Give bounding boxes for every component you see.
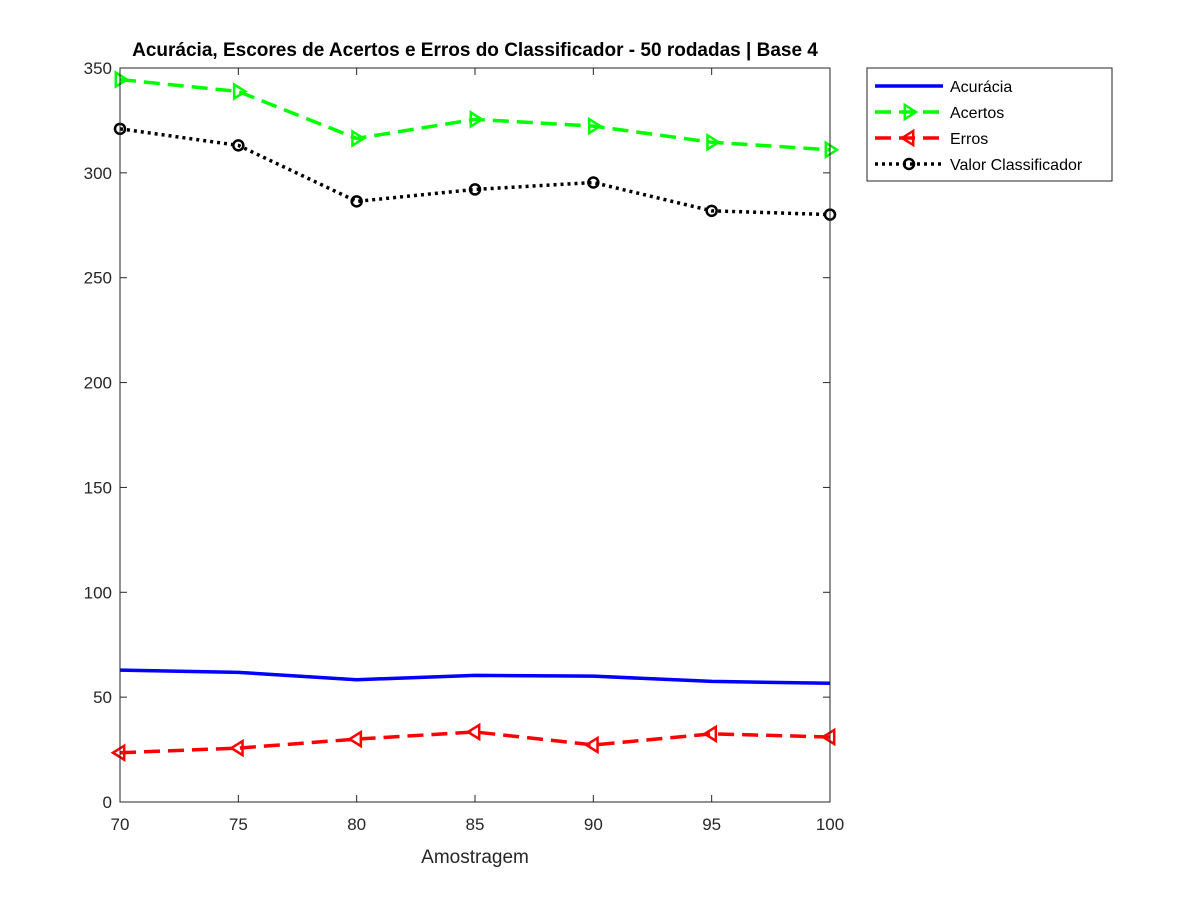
data-point (820, 727, 836, 747)
legend-label: Erros (950, 131, 988, 148)
y-tick-label: 200 (84, 374, 112, 393)
data-point (465, 722, 481, 742)
series-0 (119, 668, 831, 686)
x-tick-label: 95 (702, 815, 721, 834)
legend-marker (903, 102, 919, 122)
y-tick-label: 100 (84, 583, 112, 602)
series-line (119, 77, 831, 152)
x-tick-label: 70 (111, 815, 130, 834)
legend-entry: Acurácia (875, 79, 1012, 96)
series-line (119, 668, 831, 686)
legend: Acurácia Acertos Erros Valor Classificador (866, 67, 1113, 182)
legend-label: Acertos (950, 105, 1004, 122)
axes-layer: 0 50 100 150 200 250 300 350 70 75 80 85 90 95 100 (84, 59, 845, 834)
data-point (469, 110, 485, 129)
legend-label: Valor Classificador (950, 157, 1083, 174)
data-point (702, 724, 718, 744)
y-tick-label: 300 (84, 164, 112, 183)
data-point (232, 82, 248, 101)
legend-entry: Erros (875, 128, 988, 148)
chart-title: Acurácia, Escores de Acertos e Erros do … (132, 40, 818, 61)
x-tick-label: 75 (229, 815, 248, 834)
data-point (468, 183, 482, 196)
data-point (587, 176, 600, 189)
series-layer (110, 70, 840, 762)
x-tick-label: 80 (347, 815, 366, 834)
x-axis-label: Amostragem (421, 847, 529, 868)
legend-marker (899, 128, 915, 148)
legend-entry: Valor Classificador (875, 157, 1083, 174)
y-tick-label: 0 (103, 793, 112, 812)
x-tick-label: 100 (816, 815, 844, 834)
data-point (824, 140, 840, 160)
legend-entry: Acertos (875, 102, 1004, 122)
y-tick-label: 150 (84, 478, 112, 497)
data-point (706, 132, 722, 152)
legend-label: Acurácia (950, 79, 1012, 96)
data-point (110, 743, 126, 762)
data-point (705, 204, 718, 218)
x-tick-label: 90 (584, 815, 603, 834)
data-point (350, 195, 363, 208)
y-tick-label: 50 (93, 688, 112, 707)
y-tick-label: 250 (84, 269, 112, 288)
legend-marker (902, 157, 916, 171)
data-point (347, 729, 363, 749)
data-point (583, 735, 599, 755)
y-tick-label: 350 (84, 59, 112, 78)
series-2 (110, 722, 836, 762)
data-point (587, 116, 603, 136)
x-tick-label: 85 (466, 815, 485, 834)
data-point (114, 70, 130, 89)
series-line (119, 127, 831, 217)
data-point (351, 129, 367, 148)
series-1 (114, 70, 840, 160)
plot-area (120, 68, 830, 802)
data-point (232, 139, 245, 152)
data-point (228, 738, 244, 758)
